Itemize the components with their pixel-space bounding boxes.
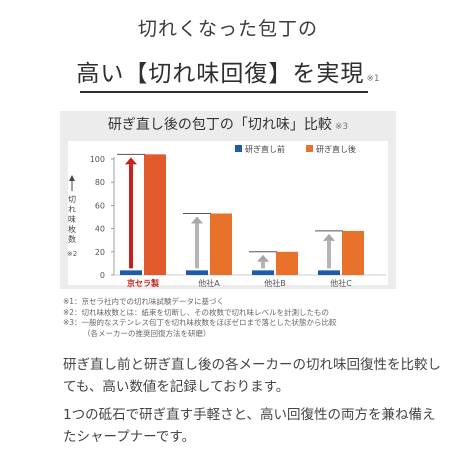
headline-underline xyxy=(80,91,368,93)
y-tick-label: 40 xyxy=(95,225,105,234)
chart-title-text: 研ぎ直し後の包丁の「切れ味」比較 xyxy=(107,117,332,133)
footnotes: ※1：京セラ社内での切れ味試験データに基づく ※2：切れ味枚数とは：紙束を切断し… xyxy=(63,297,337,339)
y-tick-label: 20 xyxy=(95,248,105,257)
y-tick-label: 0 xyxy=(100,271,105,280)
chart-title: 研ぎ直し後の包丁の「切れ味」比較 ※3 xyxy=(60,111,396,139)
bar-before-2 xyxy=(252,270,274,275)
y-axis-arrow-head xyxy=(69,175,75,181)
y-tick-label: 60 xyxy=(95,201,105,210)
improvement-arrow-shaft-2 xyxy=(261,261,265,269)
footnote-3-continued: （各メーカーの推奨回復方法を研磨） xyxy=(83,328,211,338)
y-axis-label-char: れ xyxy=(68,205,76,214)
chart-title-note: ※3 xyxy=(334,122,349,132)
y-axis-label-note: ※2 xyxy=(67,250,77,258)
headline-line2: 高い【切れ味回復】を実現 ※1 xyxy=(0,54,456,88)
improvement-arrow-shaft-0 xyxy=(129,164,133,269)
footnote-2: ※2：切れ味枚数とは：紙束を切断し、その枚数で切れ味レベルを計測したもの xyxy=(63,307,330,317)
body-paragraph-1: 研ぎ直し前と研ぎ直し後の各メーカーの切れ味回復性を比較しても、高い数値を記録して… xyxy=(63,357,441,395)
y-tick-label: 100 xyxy=(90,155,105,164)
y-axis-label-char: 数 xyxy=(68,234,76,244)
category-label-1: 他社A xyxy=(198,278,220,288)
headline-line1: 切れくなった包丁の xyxy=(137,18,318,40)
improvement-arrow-head-1 xyxy=(191,216,203,224)
category-label-0: 京セラ製 xyxy=(127,278,159,288)
bar-after-3 xyxy=(342,230,364,275)
improvement-arrow-head-3 xyxy=(323,233,335,241)
improvement-arrow-head-0 xyxy=(125,157,137,165)
legend-label-before: 研ぎ直し前 xyxy=(245,144,285,154)
category-label-3: 他社C xyxy=(330,278,352,288)
legend-label-after: 研ぎ直し後 xyxy=(316,144,356,154)
headline-line2-text: 高い【切れ味回復】を実現 xyxy=(76,61,365,87)
category-label-2: 他社B xyxy=(264,278,286,288)
body-paragraph-2: 1つの砥石で研ぎ直す手軽さと、高い回復性の両方を兼ね備えたシャープナーです。 xyxy=(63,407,436,445)
bar-before-0 xyxy=(120,270,142,275)
bar-after-1 xyxy=(210,213,232,275)
footnote-3: ※3：一般的なステンレス包丁を切れ味枚数をほぼゼロまで落とした状態から比較 xyxy=(63,318,337,327)
bar-after-0 xyxy=(144,154,166,275)
improvement-arrow-shaft-1 xyxy=(195,223,199,269)
bar-before-3 xyxy=(318,270,340,275)
headline-line2-note: ※1 xyxy=(366,74,380,84)
legend-swatch-after xyxy=(306,145,313,152)
improvement-arrow-shaft-3 xyxy=(327,240,331,269)
improvement-arrow-head-2 xyxy=(257,254,269,262)
y-axis-label-char: 切 xyxy=(68,195,76,204)
y-axis-label-char: 枚 xyxy=(68,224,76,234)
bar-before-1 xyxy=(186,270,208,275)
legend-swatch-before xyxy=(235,145,242,152)
bar-after-2 xyxy=(276,251,298,275)
y-tick-label: 80 xyxy=(95,178,105,187)
footnote-1: ※1：京セラ社内での切れ味試験データに基づく xyxy=(63,297,225,306)
y-axis-label-char: 味 xyxy=(68,214,76,224)
